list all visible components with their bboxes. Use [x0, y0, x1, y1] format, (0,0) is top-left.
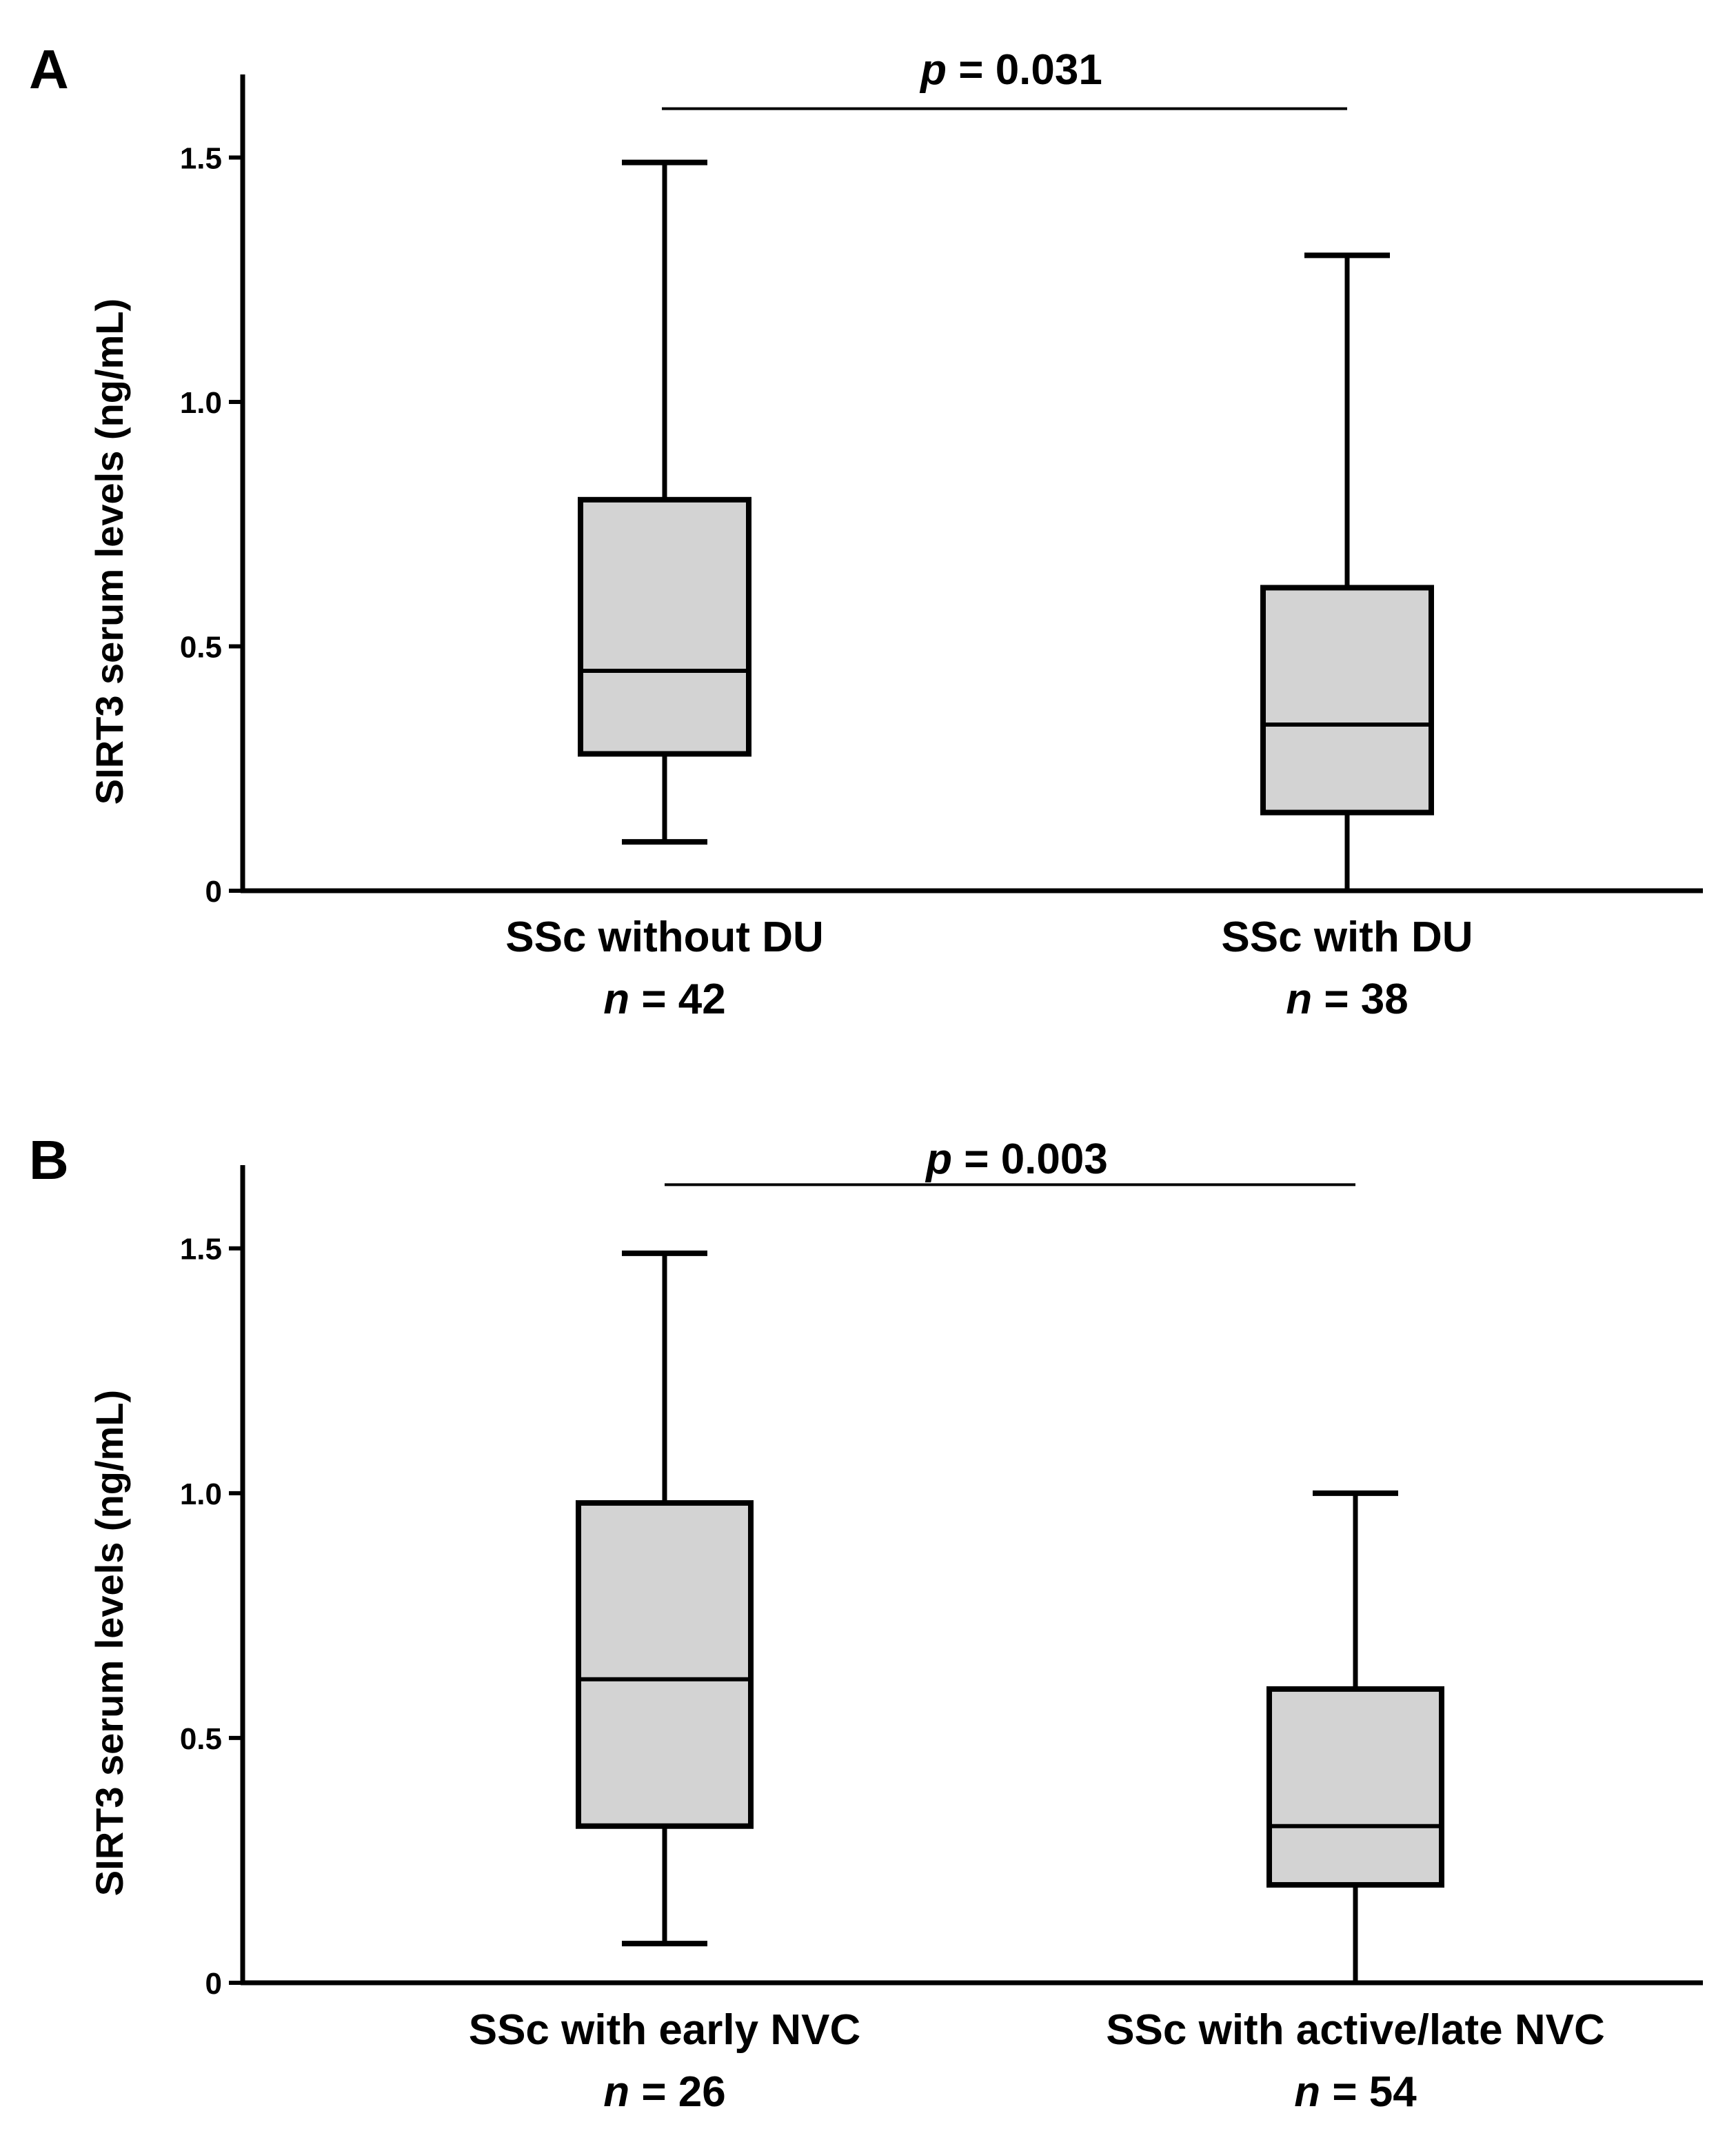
y-tick-label: 0.5 — [180, 1722, 222, 1756]
panel-letter: B — [29, 1129, 69, 1191]
p-value-label: p = 0.031 — [919, 46, 1102, 94]
y-axis-label: SIRT3 serum levels (ng/mL) — [88, 299, 131, 805]
sample-size-label: n = 26 — [603, 2068, 726, 2116]
sample-size-label: n = 42 — [603, 976, 726, 1023]
box — [578, 496, 751, 757]
x-category-label: SSc without DU — [505, 913, 824, 961]
sample-size-label-value: = 26 — [629, 2068, 726, 2116]
y-tick-label: 0 — [205, 875, 222, 909]
sample-size-label-symbol: n — [1286, 976, 1312, 1023]
sample-size-label: n = 38 — [1286, 976, 1409, 1023]
box — [1266, 1686, 1444, 1888]
sample-size-label: n = 54 — [1294, 2068, 1417, 2116]
sample-size-label-value: = 38 — [1312, 976, 1409, 1023]
sample-size-label-value: = 42 — [629, 976, 726, 1023]
y-axis-label: SIRT3 serum levels (ng/mL) — [88, 1390, 131, 1896]
y-tick-label: 1.5 — [180, 1233, 222, 1266]
x-category-label: SSc with active/late NVC — [1106, 2006, 1605, 2054]
p-value-label-symbol: p — [919, 46, 947, 94]
p-value-label-symbol: p — [925, 1135, 952, 1183]
y-tick-label: 1.0 — [180, 1477, 222, 1511]
sample-size-label-value: = 54 — [1320, 2068, 1417, 2116]
p-value-label: p = 0.003 — [925, 1135, 1108, 1183]
x-category-label: SSc with DU — [1221, 913, 1473, 961]
panel-letter: A — [29, 39, 69, 100]
y-tick-label: 0 — [205, 1967, 222, 2001]
y-tick-label: 0.5 — [180, 631, 222, 665]
y-tick-label: 1.0 — [180, 386, 222, 420]
y-tick-label: 1.5 — [180, 142, 222, 176]
sample-size-label-symbol: n — [1294, 2068, 1320, 2116]
box — [576, 1500, 754, 1829]
box — [1260, 585, 1434, 816]
p-value-label-value: = 0.003 — [952, 1135, 1108, 1183]
p-value-label-value: = 0.031 — [947, 46, 1102, 94]
x-category-label: SSc with early NVC — [469, 2006, 861, 2054]
sample-size-label-symbol: n — [603, 976, 629, 1023]
sample-size-label-symbol: n — [603, 2068, 629, 2116]
